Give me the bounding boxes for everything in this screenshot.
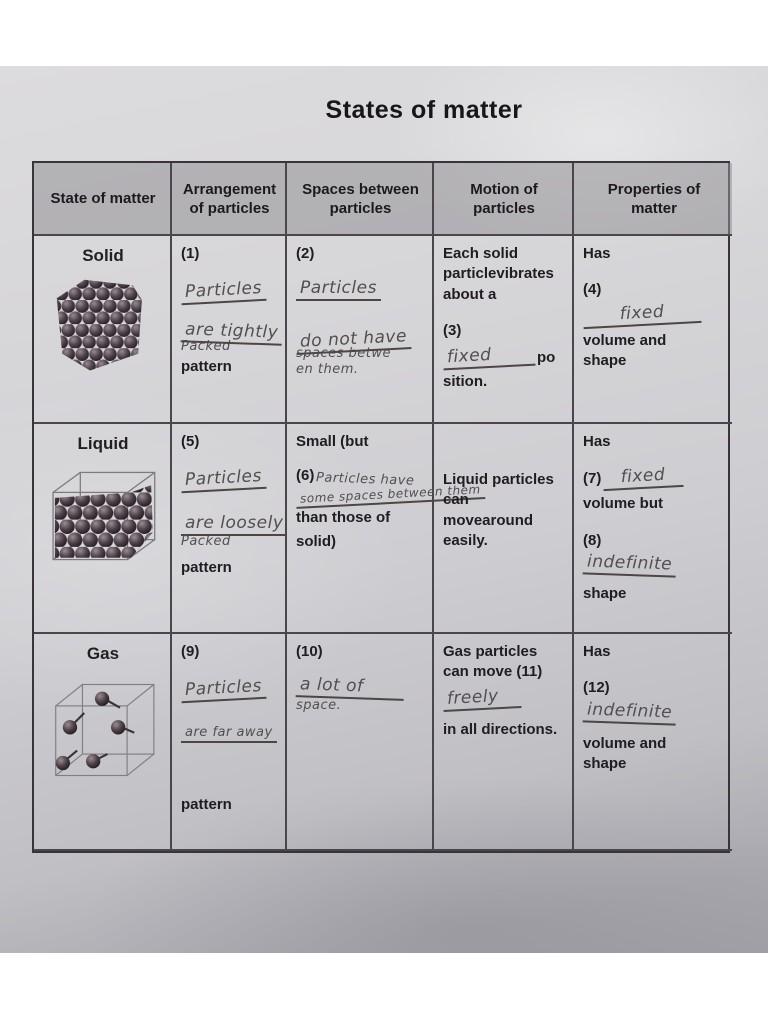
page-title: States of matter xyxy=(325,96,523,124)
cell-liquid-properties: Has (7) fixed volume but (8) indefinite … xyxy=(574,424,732,634)
printed-text: volume and shape xyxy=(583,734,667,772)
handwritten-answer: do not have xyxy=(295,326,412,356)
gas-particles-diagram xyxy=(55,683,155,777)
handwritten-answer: en them. xyxy=(296,362,359,378)
printed-text: Has xyxy=(583,245,611,262)
handwritten-answer: spaces betwe xyxy=(296,346,392,362)
blank-number: (3) xyxy=(443,321,462,339)
handwritten-answer: fixed xyxy=(442,342,536,371)
blank-number: (10) xyxy=(296,643,323,660)
printed-text: Gas particles can move (11) xyxy=(443,643,543,681)
handwritten-answer: are tightly xyxy=(180,319,283,347)
gas-label: Gas xyxy=(86,644,120,663)
printed-text: Liquid particles can movearound easily. xyxy=(443,471,554,549)
blank-number: (9) xyxy=(181,643,200,660)
blank-number: (4) xyxy=(583,281,602,299)
blank-number: (5) xyxy=(181,433,200,450)
cell-liquid-spaces: Small (but (6) Particles have some space… xyxy=(287,424,486,634)
header-spaces: Spaces between particles xyxy=(287,163,434,236)
cell-liquid-state: Liquid xyxy=(34,424,172,634)
printed-text: Has xyxy=(583,433,611,450)
header-motion: Motion of particles xyxy=(434,163,574,236)
handwritten-answer: are loosely xyxy=(181,513,288,537)
blank-number: (8) xyxy=(583,531,602,549)
cell-gas-properties: Has (12) indefinite volume and shape xyxy=(574,634,732,851)
blank-number: (6) xyxy=(296,467,315,485)
blank-number: (1) xyxy=(181,245,200,262)
handwritten-answer: are far away xyxy=(181,725,277,744)
blank-number: (2) xyxy=(296,245,315,262)
cell-solid-properties: Has (4) fixed volume and shape xyxy=(574,236,732,424)
cell-solid-spaces: (2) Particles do not have spaces betwe e… xyxy=(287,236,434,424)
handwritten-answer: Packed xyxy=(181,534,231,550)
blank-number: (7) xyxy=(583,470,602,487)
header-properties: Properties of matter xyxy=(574,163,732,236)
printed-text: po xyxy=(537,348,556,366)
printed-word: pattern xyxy=(181,358,232,376)
handwritten-answer: fixed xyxy=(602,464,684,492)
printed-text: Each solid particlevibrates about a xyxy=(443,245,554,303)
cell-liquid-arrangement: (5) Particles are loosely Packed pattern xyxy=(172,424,288,634)
cell-solid-arrangement: (1) Particles are tightly Packed pattern xyxy=(172,236,287,424)
printed-text: Small (but xyxy=(296,433,369,450)
liquid-particles-diagram xyxy=(52,471,156,561)
liquid-label: Liquid xyxy=(77,434,129,453)
cell-gas-spaces: (10) a lot of space. xyxy=(287,634,434,851)
handwritten-answer: Particles xyxy=(296,278,381,302)
handwritten-answer: indefinite xyxy=(582,551,677,578)
solid-label: Solid xyxy=(82,246,124,265)
printed-text: solid) xyxy=(296,532,336,550)
printed-text: in all directions. xyxy=(443,720,558,738)
cell-liquid-motion: Liquid particles can movearound easily. xyxy=(434,424,574,634)
blank-number: (12) xyxy=(583,679,610,697)
cell-solid-motion: Each solid particlevibrates about a (3) … xyxy=(434,236,574,424)
printed-word: pattern xyxy=(181,796,232,814)
handwritten-answer: Particles xyxy=(180,278,267,306)
handwritten-answer: Particles xyxy=(180,466,267,494)
printed-text: than those of xyxy=(296,508,391,526)
printed-text: volume and shape xyxy=(583,331,667,369)
handwritten-answer: freely xyxy=(442,684,522,712)
header-arrangement: Arrangement of particles xyxy=(172,163,287,236)
handwritten-answer: Particles xyxy=(180,676,267,704)
printed-text: sition. xyxy=(443,373,488,390)
cell-solid-state: Solid xyxy=(34,236,172,424)
printed-text: Has xyxy=(583,643,611,660)
cell-gas-arrangement: (9) Particles are far away pattern xyxy=(172,634,287,851)
printed-text: shape xyxy=(583,584,627,602)
handwritten-answer: Packed xyxy=(181,339,231,355)
states-of-matter-table: State of matter Arrangement of particles… xyxy=(32,161,732,853)
printed-word: pattern xyxy=(181,559,232,577)
header-state-of-matter: State of matter xyxy=(34,163,172,236)
handwritten-answer: space. xyxy=(296,698,342,714)
handwritten-answer: fixed xyxy=(582,299,702,329)
blank-number: (11) xyxy=(516,663,543,681)
printed-text: volume but xyxy=(583,495,664,513)
handwritten-answer: indefinite xyxy=(582,698,677,726)
handwritten-answer: a lot of xyxy=(295,674,405,702)
solid-particles-diagram xyxy=(56,279,142,371)
cell-gas-motion: Gas particles can move (11) freely in al… xyxy=(434,634,574,851)
cell-gas-state: Gas xyxy=(34,634,172,851)
photographed-paper: States of matter State of matter Arrange… xyxy=(0,66,768,953)
